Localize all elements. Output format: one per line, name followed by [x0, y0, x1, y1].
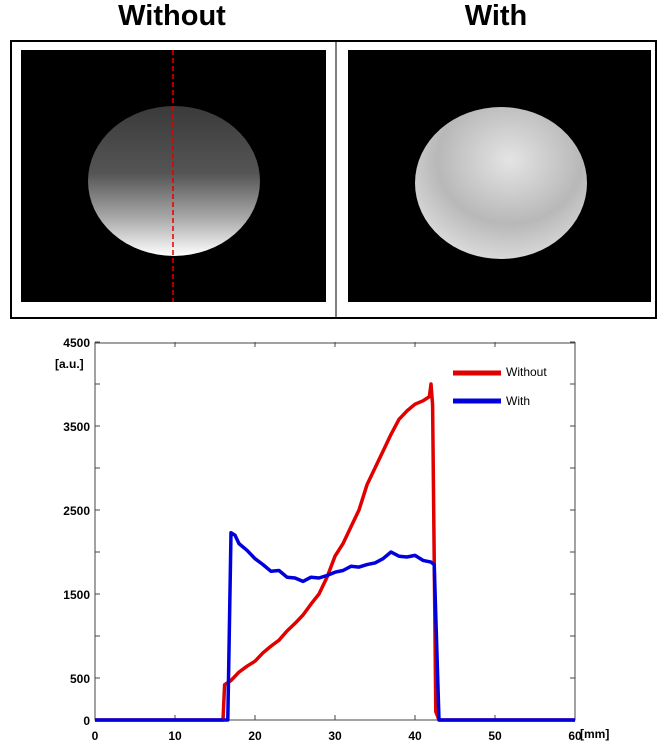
- panel-title-without: Without: [118, 0, 226, 32]
- y-tick-label: 2500: [63, 504, 90, 518]
- x-tick-label: 30: [328, 729, 342, 743]
- plot-frame: [94, 342, 576, 721]
- y-tick-label: 500: [70, 672, 90, 686]
- x-tick-label: 10: [168, 729, 182, 743]
- x-tick-label: 0: [92, 729, 99, 743]
- y-tick-label: 3500: [63, 420, 90, 434]
- x-tick-label: 40: [408, 729, 422, 743]
- y-axis-label: [a.u.]: [55, 357, 84, 371]
- y-tick-label: 1500: [63, 588, 90, 602]
- x-tick-label: 50: [488, 729, 502, 743]
- phantom-with: [415, 107, 587, 259]
- series-line-with: [95, 530, 575, 722]
- y-tick-label: 4500: [63, 336, 90, 350]
- x-tick-label: 20: [248, 729, 262, 743]
- phantom-without: [88, 106, 260, 256]
- x-tick-label: 60: [568, 729, 582, 743]
- legend-label-without: Without: [506, 365, 547, 379]
- y-tick-label: 0: [83, 714, 90, 728]
- series-line-without: [95, 382, 575, 722]
- x-axis-label: [mm]: [580, 727, 609, 741]
- legend-label-with: With: [506, 394, 530, 408]
- panel-title-with: With: [464, 0, 528, 32]
